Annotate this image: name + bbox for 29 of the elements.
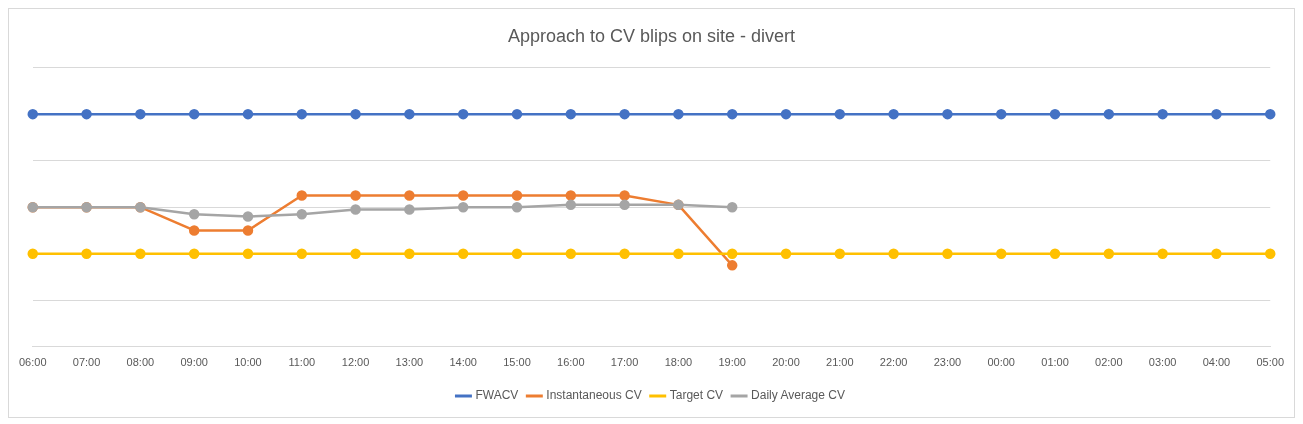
x-tick-label: 08:00: [126, 356, 155, 369]
x-tick-label: 18:00: [664, 356, 693, 369]
x-tick-label: 23:00: [933, 356, 962, 369]
x-tick-label: 01:00: [1041, 356, 1069, 369]
legend-label: Target CV: [669, 388, 724, 403]
x-tick-label: 21:00: [826, 356, 854, 369]
chart-title: Approach to CV blips on site - divert: [507, 25, 796, 46]
x-tick-label: 05:00: [1256, 356, 1284, 369]
x-tick-label: 03:00: [1148, 356, 1177, 369]
x-tick-label: 20:00: [772, 356, 800, 369]
x-tick-label: 00:00: [987, 356, 1015, 369]
x-tick-label: 12:00: [341, 356, 370, 369]
x-tick-label: 16:00: [557, 356, 585, 369]
legend-label: Instantaneous CV: [546, 388, 642, 403]
x-tick-label: 19:00: [718, 356, 746, 369]
legend-label: Daily Average CV: [751, 388, 845, 403]
x-tick-label: 06:00: [19, 356, 47, 369]
x-tick-label: 13:00: [395, 356, 424, 369]
x-tick-label: 02:00: [1095, 356, 1123, 369]
x-tick-label: 10:00: [234, 356, 262, 369]
x-tick-label: 11:00: [288, 356, 316, 369]
x-tick-label: 04:00: [1202, 356, 1231, 369]
legend-label: FWACV: [475, 388, 519, 403]
x-tick-label: 07:00: [72, 356, 101, 369]
x-tick-label: 22:00: [879, 356, 908, 369]
x-tick-label: 14:00: [449, 356, 477, 369]
x-tick-label: 17:00: [610, 356, 639, 369]
x-tick-label: 09:00: [180, 356, 208, 369]
x-tick-label: 15:00: [503, 356, 531, 369]
